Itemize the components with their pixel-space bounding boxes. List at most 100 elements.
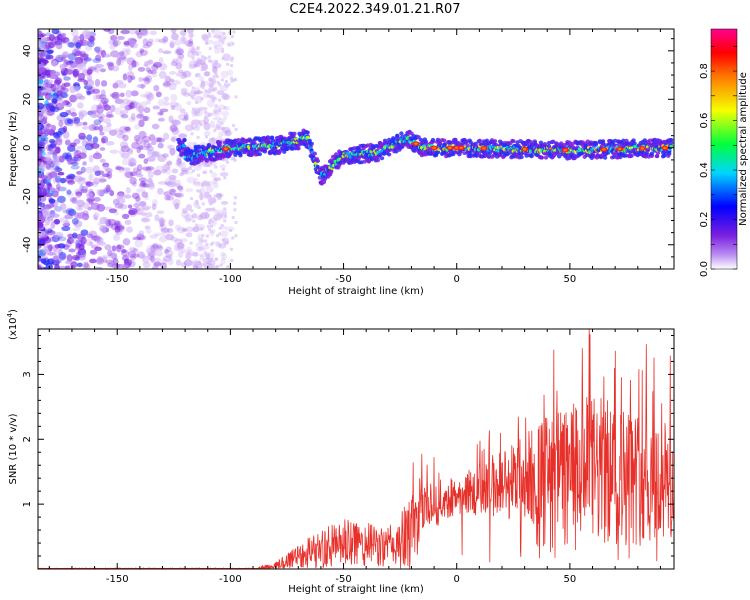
heatmap-cell: [144, 94, 150, 99]
heatmap-cell: [82, 210, 89, 217]
heatmap-cell: [45, 54, 54, 60]
heatmap-cell: [218, 232, 222, 236]
heatmap-cell: [208, 148, 212, 152]
heatmap-cell: [38, 249, 46, 256]
heatmap-cell: [199, 187, 206, 194]
heatmap-cell: [48, 165, 56, 171]
heatmap-cell: [176, 242, 185, 249]
heatmap-cell: [46, 251, 56, 256]
heatmap-cell: [88, 199, 94, 205]
heatmap-cell: [180, 90, 188, 96]
heatmap-cell: [40, 119, 48, 124]
heatmap-cell: [202, 181, 206, 185]
heatmap-cell: [101, 226, 107, 234]
heatmap-cell: [68, 208, 77, 217]
heatmap-cell: [136, 211, 143, 216]
heatmap-cell: [140, 180, 146, 187]
heatmap-cell: [209, 230, 215, 236]
heatmap-cell: [73, 149, 79, 157]
heatmap-cell: [321, 180, 327, 185]
heatmap-cell: [76, 199, 85, 207]
heatmap-cell: [305, 135, 310, 140]
heatmap-cell: [203, 130, 211, 137]
heatmap-cell: [38, 159, 42, 167]
heatmap-cell: [39, 195, 47, 202]
heatmap-cell: [203, 251, 207, 255]
heatmap-cell: [115, 97, 121, 104]
heatmap-cell: [109, 149, 119, 154]
heatmap-cell: [159, 111, 164, 116]
heatmap-cell: [148, 134, 156, 142]
heatmap-cell: [201, 34, 210, 42]
heatmap-cell: [208, 219, 212, 223]
heatmap-cell: [140, 83, 145, 90]
heatmap-cell: [62, 125, 68, 133]
heatmap-cell: [190, 209, 194, 213]
heatmap-cell: [312, 151, 318, 156]
heatmap-cell: [205, 252, 211, 260]
heatmap-cell: [127, 210, 136, 216]
heatmap-cell: [144, 91, 153, 99]
heatmap-cell: [135, 196, 141, 202]
heatmap-cell: [197, 214, 203, 221]
heatmap-cell: [107, 218, 117, 226]
heatmap-cell: [208, 137, 216, 142]
heatmap-cell: [57, 186, 67, 192]
heatmap-cell: [140, 218, 151, 223]
heatmap-panel: -150 -100 -50 0 50 -40 -20 0 20 40 Height of str…: [8, 28, 675, 297]
heatmap-cell: [177, 113, 186, 121]
heatmap-cell: [122, 134, 129, 142]
heatmap-cell: [146, 143, 152, 148]
heatmap-cell: [127, 156, 135, 164]
heatmap-cell: [208, 201, 212, 205]
heatmap-cell: [64, 69, 74, 75]
heatmap-cell: [207, 32, 211, 36]
heatmap-cell: [114, 80, 124, 85]
heatmap-cell: [213, 181, 219, 189]
heatmap-cell: [75, 243, 81, 249]
heatmap-cell: [212, 177, 218, 184]
heatmap-cell: [129, 158, 137, 166]
heatmap-cell: [50, 70, 57, 76]
heatmap-cell: [55, 165, 60, 170]
colorbar-ticks: 0.0 0.2 0.4 0.6 0.8: [699, 46, 737, 277]
heatmap-cell: [158, 235, 168, 243]
heatmap-cell: [212, 40, 222, 47]
heatmap-cell: [257, 152, 263, 157]
heatmap-cell: [190, 197, 194, 201]
heatmap-cell: [230, 76, 234, 80]
heatmap-cell: [366, 159, 371, 164]
heatmap-cell: [73, 220, 83, 228]
heatmap-cell: [192, 52, 196, 56]
heatmap-cell: [205, 135, 209, 139]
heatmap-cell: [52, 149, 58, 156]
heatmap-cell: [51, 237, 59, 242]
heatmap-cell: [195, 101, 199, 105]
heatmap-cell: [59, 177, 67, 184]
heatmap-cell: [186, 176, 196, 184]
heatmap-cell: [56, 195, 66, 204]
heatmap-cell: [221, 93, 230, 101]
heatmap-cell: [128, 247, 137, 252]
heatmap-cell: [414, 142, 418, 145]
heatmap-cell: [75, 65, 84, 72]
heatmap-cell: [492, 139, 498, 144]
heatmap-cell: [179, 29, 187, 36]
heatmap-cell: [105, 140, 115, 146]
heatmap-cell: [54, 231, 64, 239]
heatmap-cell: [159, 223, 167, 231]
heatmap-cell: [220, 223, 224, 227]
heatmap-cell: [80, 188, 88, 194]
heatmap-x-tick-label: -50: [335, 274, 351, 285]
heatmap-cell: [221, 126, 226, 132]
heatmap-cell: [143, 140, 150, 149]
heatmap-cell: [45, 162, 51, 170]
heatmap-cell: [38, 120, 43, 124]
heatmap-cell: [197, 262, 201, 266]
heatmap-cell: [191, 109, 197, 118]
heatmap-cell: [146, 146, 155, 152]
heatmap-cell: [82, 161, 87, 166]
heatmap-cell: [185, 187, 194, 193]
heatmap-cell: [202, 67, 206, 71]
heatmap-cell: [54, 40, 63, 46]
